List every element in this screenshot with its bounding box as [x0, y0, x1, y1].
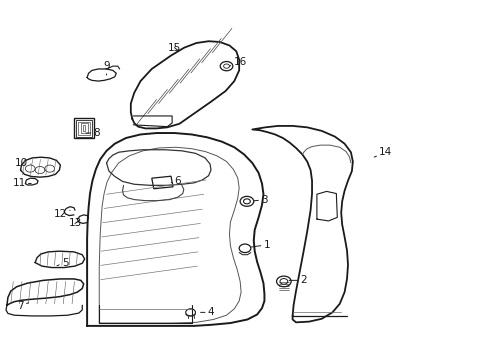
Text: 2: 2 [289, 275, 307, 285]
Text: 10: 10 [15, 158, 31, 168]
Text: 4: 4 [200, 307, 214, 318]
Bar [76, 120, 93, 136]
Bar [83, 125, 85, 131]
Text: 15: 15 [168, 42, 181, 53]
Bar [81, 123, 88, 133]
Text: 9: 9 [103, 61, 110, 75]
Text: 11: 11 [12, 178, 31, 188]
Text: 8: 8 [86, 128, 100, 138]
Text: 14: 14 [374, 147, 392, 157]
Bar [78, 122, 90, 135]
Bar [74, 118, 95, 138]
Text: 1: 1 [251, 240, 270, 250]
Text: 13: 13 [68, 219, 81, 228]
Text: 3: 3 [254, 194, 268, 204]
Text: 5: 5 [57, 257, 69, 267]
Text: 16: 16 [229, 57, 247, 67]
Bar [152, 176, 173, 189]
Text: 7: 7 [17, 301, 28, 311]
Text: 6: 6 [172, 176, 181, 186]
Text: 12: 12 [54, 209, 70, 219]
